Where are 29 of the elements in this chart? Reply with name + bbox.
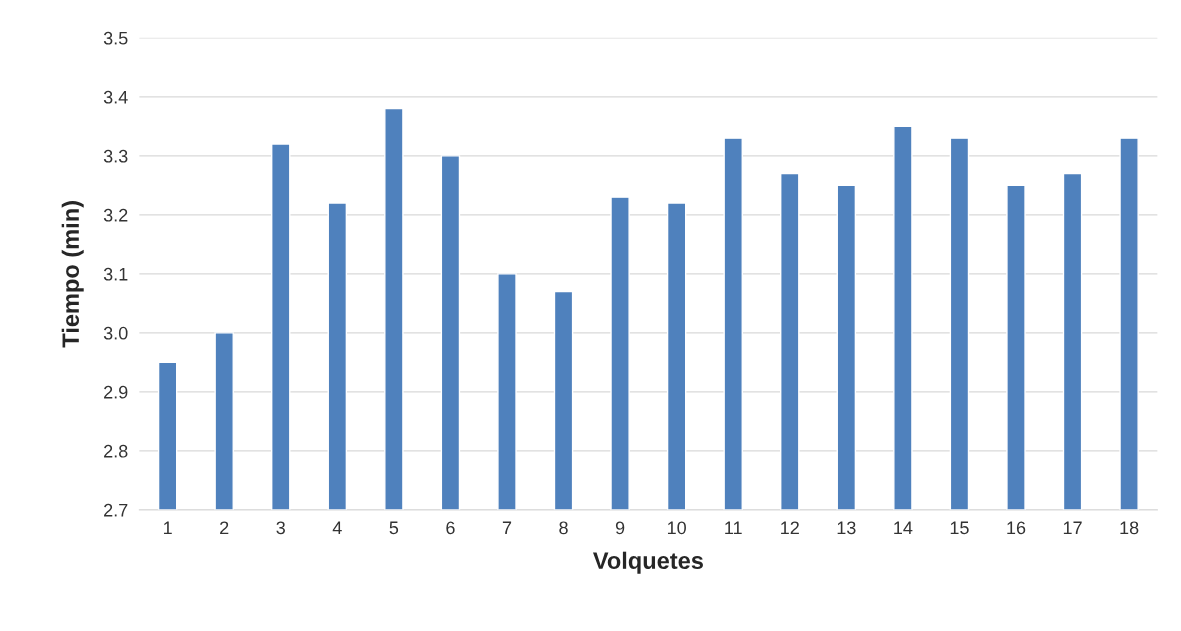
y-tick-label: 3.2 (103, 208, 128, 222)
x-tick-label: 13 (837, 521, 856, 535)
y-tick-label: 3.1 (103, 267, 128, 281)
x-tick-label: 17 (1063, 521, 1082, 535)
x-tick-label: 12 (781, 521, 799, 535)
y-tick-label: 2.9 (104, 385, 128, 399)
x-tick-label: 8 (559, 521, 568, 535)
y-tick-label: 3.0 (103, 326, 128, 340)
x-axis-title: Volquetes (592, 551, 703, 574)
x-tick-label: 3 (276, 521, 285, 535)
y-tick-label: 2.7 (104, 503, 128, 517)
y-tick-label: 3.3 (103, 149, 128, 163)
x-tick-label: 6 (446, 521, 455, 535)
x-tick-label: 1 (163, 521, 172, 535)
x-tick-label: 11 (725, 521, 742, 535)
y-tick-label: 3.4 (103, 90, 128, 104)
y-tick-label: 2.8 (104, 444, 128, 458)
y-axis-title: Tiempo (min) (61, 201, 84, 348)
x-tick-label: 5 (389, 521, 399, 535)
x-tick-label: 4 (332, 521, 342, 535)
x-tick-label: 16 (1007, 521, 1026, 535)
x-tick-label: 18 (1120, 521, 1139, 535)
x-tick-label: 10 (667, 521, 686, 535)
x-tick-label: 7 (502, 521, 512, 535)
x-tick-label: 14 (894, 521, 913, 535)
y-tick-label: 3.5 (103, 31, 128, 45)
x-tick-label: 2 (220, 521, 229, 535)
x-tick-label: 15 (950, 521, 969, 535)
x-tick-label: 9 (615, 521, 625, 535)
